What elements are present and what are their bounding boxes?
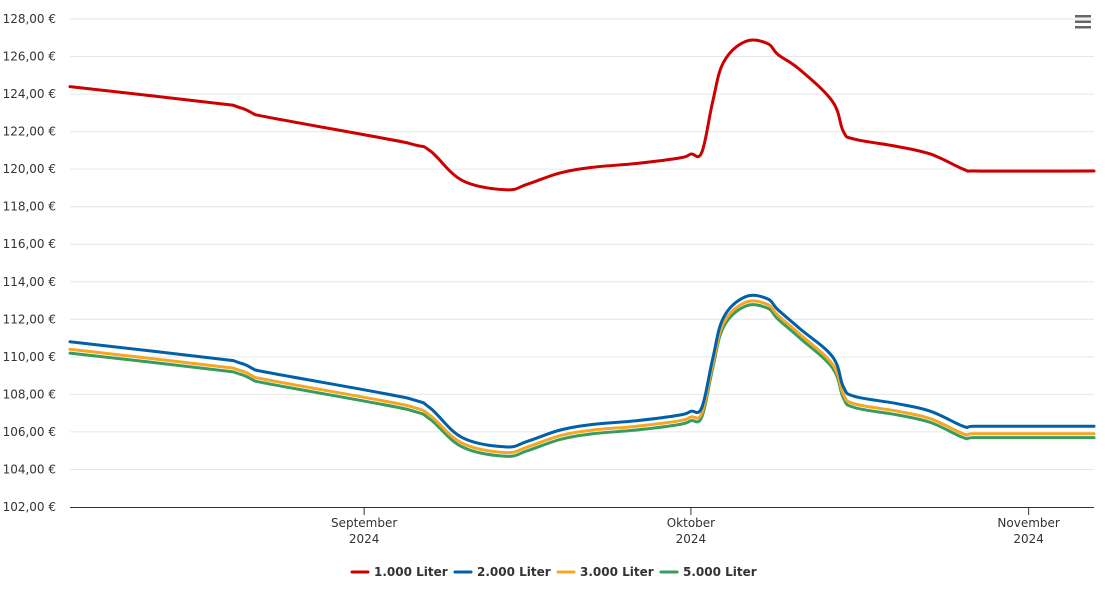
legend-item[interactable]: 3.000 Liter [556,565,654,579]
y-tick-label: 124,00 € [3,87,56,101]
hamburger-menu-icon[interactable] [1071,11,1095,33]
legend-item[interactable]: 5.000 Liter [659,565,757,579]
y-tick-label: 120,00 € [3,162,56,176]
series-line-2-000-liter [68,293,1096,449]
legend-label: 2.000 Liter [477,565,551,579]
y-tick-label: 114,00 € [3,275,56,289]
series-lines [68,38,1096,458]
series-line-1-000-liter [68,38,1096,192]
y-tick-label: 108,00 € [3,387,56,401]
legend-label: 1.000 Liter [374,565,448,579]
y-tick-label: 112,00 € [3,312,56,326]
series-line-3-000-liter [68,299,1096,455]
legend: 1.000 Liter 2.000 Liter 3.000 Liter 5.000 L… [350,565,757,579]
y-tick-label: 126,00 € [3,50,56,64]
x-axis: September 2024 Oktober 2024 November 2024 [70,507,1094,546]
x-tick-label: Oktober [667,516,715,530]
y-tick-label: 110,00 € [3,350,56,364]
x-tick-label: September [331,516,397,530]
grid-lines [70,18,1094,470]
y-tick-label: 104,00 € [3,462,56,476]
y-tick-label: 116,00 € [3,237,56,251]
x-tick-year: 2024 [1013,532,1044,546]
y-axis: 102,00 € 104,00 € 106,00 € 108,00 € 110,00 €… [3,12,56,514]
x-tick-year: 2024 [676,532,707,546]
series-line-5-000-liter [68,303,1096,458]
legend-item[interactable]: 1.000 Liter [350,565,448,579]
legend-label: 3.000 Liter [580,565,654,579]
x-tick-label: November [997,516,1059,530]
legend-item[interactable]: 2.000 Liter [453,565,551,579]
x-tick-year: 2024 [349,532,380,546]
y-tick-label: 122,00 € [3,125,56,139]
y-tick-label: 118,00 € [3,200,56,214]
legend-label: 5.000 Liter [683,565,757,579]
y-tick-label: 106,00 € [3,425,56,439]
y-tick-label: 128,00 € [3,12,56,26]
y-tick-label: 102,00 € [3,500,56,514]
